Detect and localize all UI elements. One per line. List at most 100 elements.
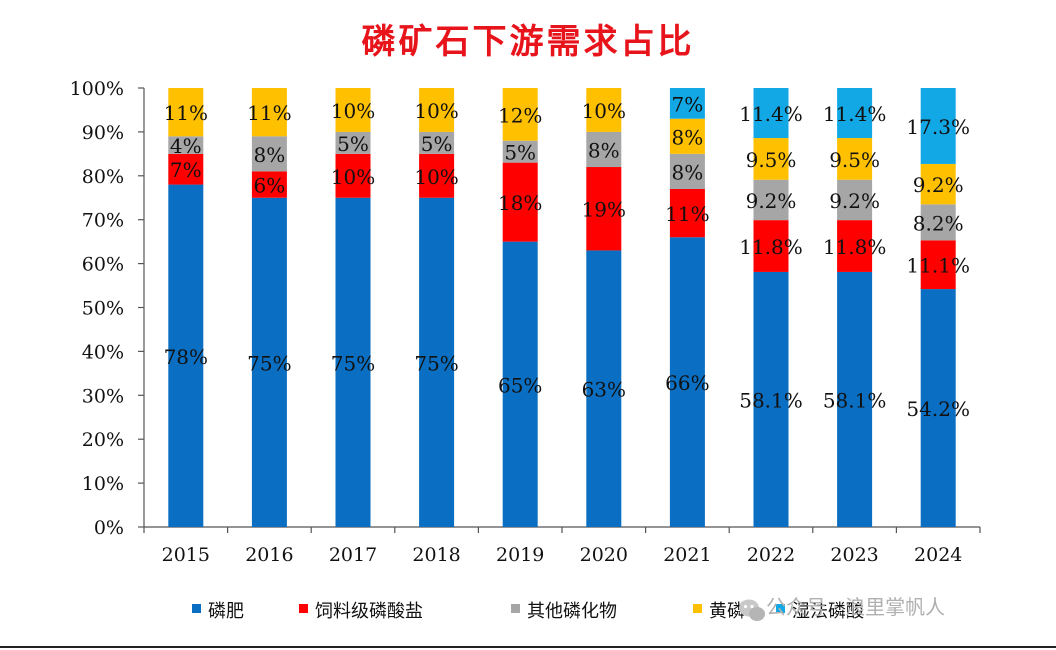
bar-segment-2022-1 [753, 220, 789, 272]
bar-segment-2024-3 [920, 163, 956, 205]
y-tick-label: 0% [94, 517, 124, 539]
data-label: 18% [498, 191, 542, 215]
bar-segment-2017-3 [335, 88, 371, 132]
bar-segment-2020-3 [586, 88, 622, 132]
y-axis: 0% 10% 20% 30% 40% 50% 60% 70% 80% 90% 100% [70, 78, 145, 539]
legend-swatch [299, 604, 308, 613]
data-label: 58.1% [823, 388, 887, 412]
wechat-icon [739, 599, 765, 621]
bar-segment-2018-0 [419, 197, 455, 527]
data-label: 11% [247, 101, 291, 125]
data-label: 11% [164, 101, 208, 125]
x-tick-label: 2023 [830, 544, 878, 566]
y-tick-label: 50% [82, 298, 124, 320]
bar-segment-2015-3 [168, 88, 204, 137]
legend: 磷肥 饲料级磷酸盐 其他磷化物 黄磷 湿法磷酸 [192, 601, 864, 622]
bar-segment-2015-1 [168, 153, 204, 185]
x-tick-label: 2022 [747, 544, 795, 566]
y-tick-label: 30% [82, 385, 124, 407]
y-tick-label: 100% [70, 78, 124, 100]
data-label: 6% [254, 174, 286, 198]
bar-segment-2019-3 [502, 88, 538, 141]
bottom-divider [0, 646, 1056, 648]
legend-swatch [192, 604, 201, 613]
bar-segment-2023-1 [837, 220, 873, 272]
legend-label: 饲料级磷酸盐 [315, 601, 423, 622]
bar-segment-2021-3 [669, 118, 705, 154]
data-label: 11% [665, 202, 709, 226]
bar-segment-2016-2 [251, 136, 287, 172]
bar-segment-2020-0 [586, 250, 622, 527]
bar-segment-2023-3 [837, 138, 873, 180]
y-tick-label: 70% [82, 210, 124, 232]
x-tick-label: 2015 [162, 544, 210, 566]
data-label: 4% [170, 134, 202, 158]
data-label: 10% [582, 99, 626, 123]
data-label: 63% [582, 378, 626, 402]
bar-segment-2020-2 [586, 131, 622, 168]
data-label: 65% [498, 373, 542, 397]
legend-label: 磷肥 [208, 601, 244, 622]
legend-label: 其他磷化物 [527, 601, 617, 622]
y-tick-label: 80% [82, 166, 124, 188]
data-label: 11.1% [906, 254, 970, 278]
bar-segment-2018-1 [419, 153, 455, 198]
data-label: 9.5% [746, 148, 797, 172]
bar-segment-2015-0 [168, 184, 204, 527]
y-tick-label: 90% [82, 122, 124, 144]
data-label: 9.2% [746, 189, 797, 213]
bar-segment-2016-0 [251, 197, 287, 527]
chart-title: 磷矿石下游需求占比 [361, 22, 695, 62]
x-tick-label: 2020 [580, 544, 628, 566]
bar-segment-2019-0 [502, 241, 538, 527]
data-label: 5% [504, 141, 536, 165]
data-label: 9.2% [829, 189, 880, 213]
bar-segment-2022-4 [753, 88, 789, 139]
x-tick-label: 2016 [245, 544, 293, 566]
data-label: 8.2% [913, 211, 964, 235]
data-label: 11.8% [739, 235, 803, 259]
data-label: 9.2% [913, 173, 964, 197]
x-tick-label: 2019 [496, 544, 544, 566]
bar-segment-2024-4 [920, 88, 956, 164]
bar-segment-2017-0 [335, 197, 371, 527]
y-tick-label: 10% [82, 473, 124, 495]
data-label: 8% [254, 143, 286, 167]
data-label: 8% [588, 138, 620, 162]
data-label: 10% [414, 165, 458, 189]
bar-segment-2018-3 [419, 88, 455, 132]
bar-segment-2023-0 [837, 271, 873, 527]
legend-swatch [693, 604, 702, 613]
x-tick-label: 2021 [663, 544, 711, 566]
bar-segment-2023-4 [837, 88, 873, 139]
data-label: 78% [164, 345, 208, 369]
bar-segment-2024-1 [920, 240, 956, 290]
legend-label: 黄磷 [709, 601, 745, 622]
bars-group [168, 88, 956, 527]
data-label: 66% [665, 371, 709, 395]
data-label: 9.5% [829, 148, 880, 172]
data-labels-group: 78%7%4%11%75%6%8%11%75%10%5%10%75%10%5%1… [164, 92, 970, 421]
data-label: 75% [331, 351, 375, 375]
bar-segment-2022-0 [753, 271, 789, 527]
x-tick-label: 2018 [412, 544, 460, 566]
x-tick-label: 2017 [329, 544, 377, 566]
y-tick-label: 40% [82, 341, 124, 363]
data-label: 10% [331, 99, 375, 123]
watermark: 公众号 · 浪里掌帆人 [739, 595, 945, 621]
data-label: 8% [672, 125, 704, 149]
bar-segment-2024-0 [920, 289, 956, 527]
y-tick-label: 20% [82, 429, 124, 451]
bar-segment-2022-2 [753, 179, 789, 221]
bar-segment-2017-2 [335, 131, 371, 154]
bar-segment-2020-1 [586, 167, 622, 251]
data-label: 5% [337, 132, 369, 156]
data-label: 58.1% [739, 388, 803, 412]
data-label: 7% [672, 92, 704, 116]
data-label: 11.4% [823, 102, 887, 126]
data-label: 5% [421, 132, 453, 156]
x-tick-label: 2024 [914, 544, 962, 566]
bar-segment-2019-2 [502, 140, 538, 163]
legend-label: 湿法磷酸 [792, 601, 864, 622]
bar-segment-2021-1 [669, 188, 705, 238]
